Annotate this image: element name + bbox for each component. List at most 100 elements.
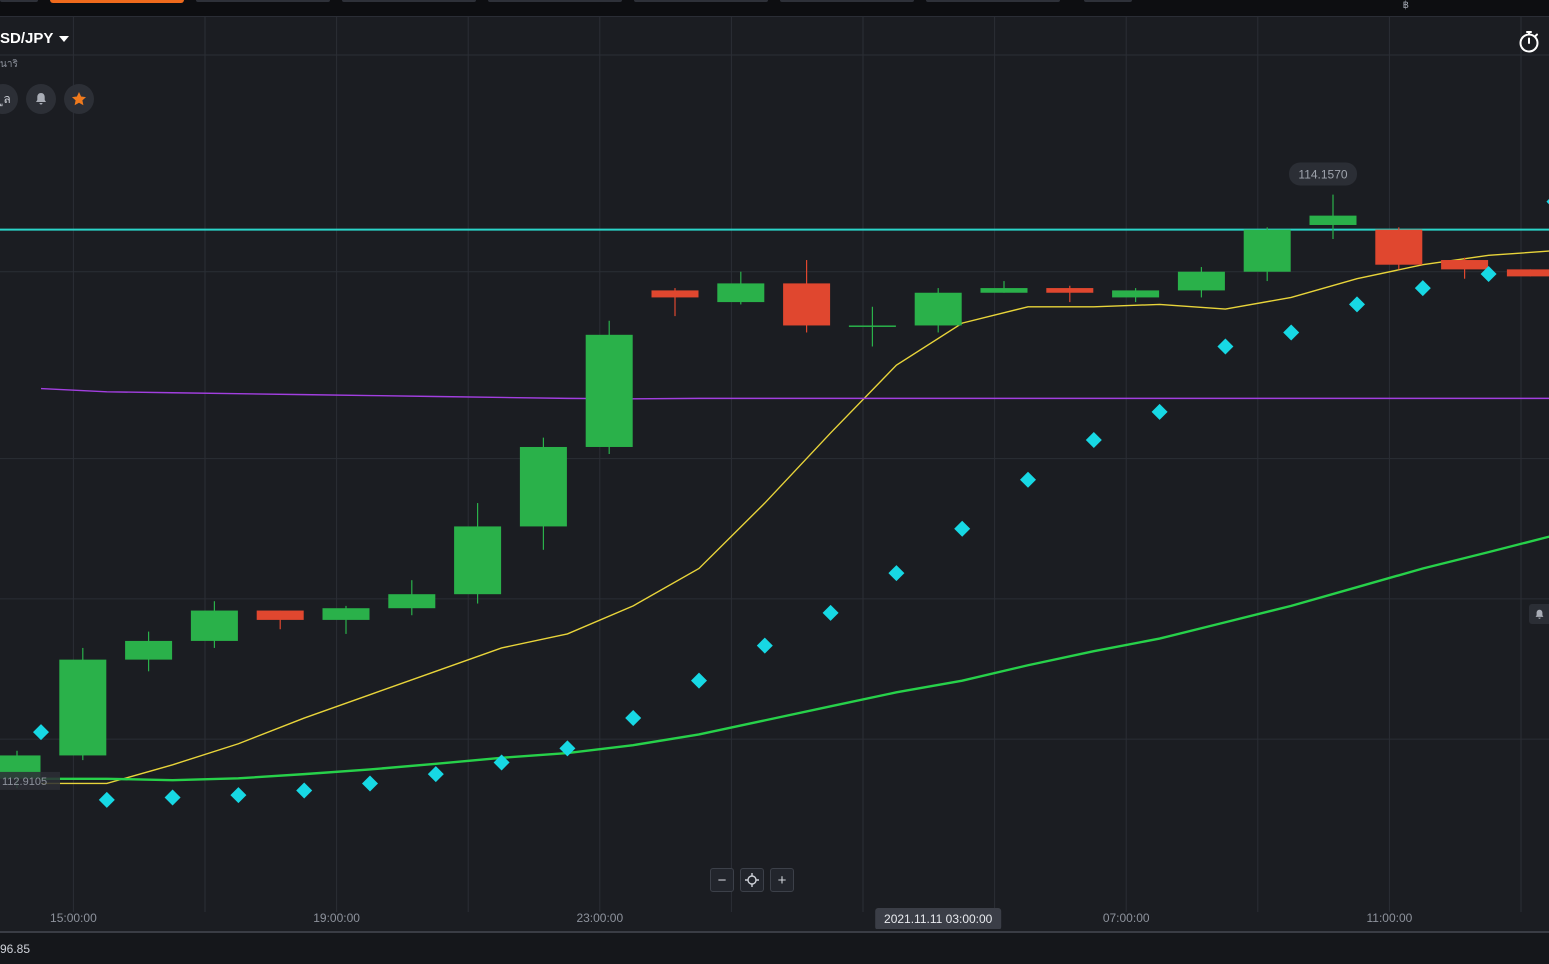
candle-body — [914, 292, 962, 326]
sar-point — [1283, 324, 1300, 341]
favorite-button[interactable] — [64, 84, 94, 114]
candle-body — [717, 283, 765, 303]
x-tick-label: 19:00:00 — [313, 911, 360, 925]
chevron-down-icon — [59, 35, 70, 42]
top-toolbar: ฿ — [0, 0, 1549, 17]
candle-body — [125, 640, 173, 660]
sar-point — [691, 672, 707, 689]
currency-symbol: ฿ — [1402, 0, 1409, 11]
series-line — [41, 250, 1549, 785]
bell-icon — [36, 93, 46, 105]
candle-body — [1046, 288, 1094, 293]
price-alert-button[interactable] — [1529, 604, 1549, 624]
center-chart-button[interactable] — [740, 868, 764, 892]
zoom-in-button[interactable]: + — [770, 868, 794, 892]
candle-body — [59, 659, 107, 756]
crosshair-time-box — [875, 908, 1002, 930]
status-value: 96.85 — [0, 942, 31, 956]
series-line — [40, 387, 1549, 400]
candle-body — [1506, 269, 1549, 277]
candle-body — [454, 526, 502, 595]
candle-body — [651, 290, 699, 298]
timer-button[interactable] — [1517, 30, 1541, 54]
toolbar-tab[interactable] — [0, 0, 38, 2]
candle-body — [783, 283, 831, 326]
toolbar-tab[interactable] — [1084, 0, 1132, 2]
candle-body — [322, 608, 370, 620]
sar-point — [493, 754, 510, 771]
price-tag-text: 114.1570 — [1298, 168, 1347, 182]
alert-button[interactable] — [26, 84, 56, 114]
sar-point — [362, 775, 378, 792]
asset-selector[interactable]: SD/JPY — [0, 30, 70, 47]
info-button-label: ูล — [3, 91, 11, 106]
sar-point — [230, 787, 247, 804]
candle-body — [1112, 290, 1160, 298]
candle-body — [190, 610, 238, 641]
sar-point — [164, 789, 181, 806]
bell-icon — [1535, 609, 1543, 619]
toolbar-tab[interactable] — [780, 0, 914, 2]
sar-point — [559, 740, 576, 757]
plus-icon: + — [777, 871, 787, 889]
toolbar-tab[interactable] — [196, 0, 330, 2]
candle-body — [519, 446, 567, 527]
candle-body — [585, 334, 633, 447]
sar-point — [888, 565, 905, 582]
sar-point — [1414, 280, 1431, 297]
toolbar-tab[interactable] — [634, 0, 768, 2]
parabolic-sar — [33, 199, 1549, 808]
sar-point — [1546, 199, 1549, 205]
crosshair-icon — [745, 873, 759, 887]
x-tick-label: 23:00:00 — [576, 911, 623, 925]
candle-body — [1375, 229, 1423, 265]
status-bar: 96.85 — [0, 931, 1549, 964]
zoom-out-button[interactable]: − — [710, 868, 734, 892]
price-tag-bubble — [1289, 162, 1357, 186]
sar-point — [1349, 296, 1365, 313]
candle-body — [1309, 215, 1357, 225]
sar-point — [1151, 403, 1168, 420]
toolbar-tab[interactable] — [342, 0, 476, 2]
crosshair-time-label: 2021.11.11 03:00:00 — [884, 912, 993, 926]
x-axis: 15:00:00 19:00:00 23:00:00 07:00:00 11:00:00… — [50, 908, 1413, 930]
x-tick-label: 11:00:00 — [1366, 911, 1412, 925]
minus-icon: − — [717, 871, 727, 889]
sar-point — [98, 791, 115, 808]
candle-body — [980, 288, 1028, 293]
x-tick-label: 07:00:00 — [1103, 911, 1150, 925]
series-line — [41, 535, 1549, 782]
asset-type-label: ินาริ — [0, 59, 18, 70]
candles — [0, 194, 1549, 789]
chart-grid — [0, 17, 1549, 912]
price-tag-bubble — [0, 771, 60, 790]
price-tags: 114.1570 112.9105 — [0, 162, 1357, 790]
toolbar-tab[interactable] — [488, 0, 622, 2]
stopwatch-icon — [1519, 31, 1539, 53]
info-button[interactable]: ูล — [0, 84, 18, 114]
price-chart[interactable]: 114.1570 112.9105 15:00:00 19:00:00 23:00:0… — [0, 17, 1549, 930]
sar-point — [1480, 266, 1497, 283]
star-icon — [72, 92, 86, 106]
chart-canvas[interactable]: 114.1570 112.9105 15:00:00 19:00:00 23:00:0… — [0, 17, 1549, 930]
toolbar-tab[interactable] — [926, 0, 1060, 2]
x-tick-label: 15:00:00 — [50, 911, 97, 925]
sar-point — [33, 724, 49, 741]
asset-name: SD/JPY — [0, 30, 54, 47]
candle-body — [388, 594, 436, 609]
sar-point — [822, 604, 839, 621]
candle-body — [256, 610, 304, 620]
candle-body — [1177, 271, 1225, 291]
price-tag-text: 112.9105 — [2, 776, 47, 788]
sar-point — [427, 766, 444, 783]
toolbar-tab-active[interactable] — [50, 0, 184, 3]
candle-body — [848, 325, 896, 327]
sar-point — [296, 782, 313, 799]
indicator-lines — [40, 250, 1549, 785]
sar-point — [1085, 431, 1102, 448]
sar-point — [625, 710, 642, 727]
sar-point — [1217, 338, 1234, 355]
sar-point — [1020, 471, 1036, 488]
candle-body — [1441, 260, 1489, 270]
sar-point — [954, 520, 971, 537]
